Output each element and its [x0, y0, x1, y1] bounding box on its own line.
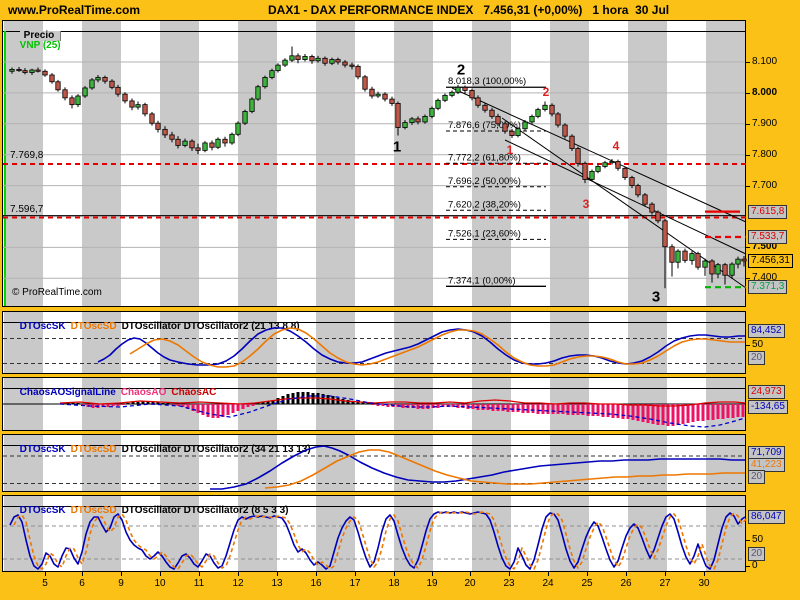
y-axis-tick — [746, 93, 750, 94]
panel-dtosc-21-13-8-8[interactable]: DTOscSK DTOscSD DTOscillator DTOscillator2… — [2, 311, 746, 374]
panel-dtosc-34-21-13-13[interactable]: DTOscSK DTOscSD DTOscillator DTOscillator2… — [2, 434, 746, 492]
current-price-box: 7.456,31 — [748, 254, 793, 268]
y-axis-tick — [746, 155, 750, 156]
panel-header: DTOscSK DTOscSD DTOscillator DTOscillator2… — [3, 312, 745, 332]
x-axis-tick — [626, 572, 627, 576]
y-axis-tick — [746, 124, 750, 125]
y-axis-label[interactable]: 7.400 — [752, 272, 778, 283]
left-axis-green-line — [4, 31, 6, 306]
x-axis-day-label[interactable]: 30 — [698, 578, 710, 589]
panel-axis-tick — [746, 540, 750, 541]
x-axis-day-label[interactable]: 5 — [42, 578, 48, 589]
x-axis-tick — [277, 572, 278, 576]
chaosac-label[interactable]: ChaosAC — [171, 387, 217, 398]
dtoscsd-label[interactable]: DTOscSD — [70, 321, 117, 332]
panel-header: DTOscSK DTOscSD DTOscillator DTOscillator2… — [3, 496, 745, 516]
dtoscsd-label[interactable]: DTOscSD — [70, 444, 117, 455]
panel-axis-label[interactable]: 50 — [752, 534, 764, 545]
title-bar: www.ProRealTime.com DAX1 - DAX PERFORMAN… — [0, 0, 800, 20]
x-axis-tick — [199, 572, 200, 576]
indicator-value-box: 71,709 — [748, 446, 785, 460]
price-label[interactable]: Precio — [19, 31, 62, 41]
x-axis-tick — [121, 572, 122, 576]
x-axis-tick — [394, 572, 395, 576]
y-axis-tick — [746, 62, 750, 63]
dtoscsk-label[interactable]: DTOscSK — [19, 505, 66, 516]
x-axis-tick — [45, 572, 46, 576]
dtoscillator-label[interactable]: DTOscillator DTOscillator2 (21 13 8 8) — [121, 321, 300, 332]
x-axis-tick — [587, 572, 588, 576]
panel-axis-tick — [746, 345, 750, 346]
x-axis-day-label[interactable]: 10 — [154, 578, 166, 589]
indicator-value-box: 20 — [748, 547, 766, 561]
x-axis-tick — [160, 572, 161, 576]
dtoscillator-label[interactable]: DTOscillator DTOscillator2 (8 5 3 3) — [121, 505, 289, 516]
panel-axis-tick — [746, 566, 750, 567]
x-axis-tick — [665, 572, 666, 576]
panel-axis-label[interactable]: 0 — [752, 560, 758, 571]
panel-dtosc-8-5-3-3[interactable]: DTOscSK DTOscSD DTOscillator DTOscillator2… — [2, 495, 746, 572]
x-axis-day-label[interactable]: 19 — [426, 578, 438, 589]
x-axis-day-label[interactable]: 13 — [271, 578, 283, 589]
dtoscsk-label[interactable]: DTOscSK — [19, 444, 66, 455]
x-axis-day-label[interactable]: 26 — [620, 578, 632, 589]
x-axis-tick — [704, 572, 705, 576]
chaosao-label[interactable]: ChaosAO — [120, 387, 167, 398]
indicator-value-box: 41,223 — [748, 458, 785, 472]
x-axis-day-label[interactable]: 6 — [79, 578, 85, 589]
y-axis-tick — [746, 186, 750, 187]
panel-chaos-ao[interactable]: ChaosAOSignalLine ChaosAO ChaosAC — [2, 377, 746, 431]
y-axis-label[interactable]: 7.500 — [752, 241, 778, 252]
x-axis-day-label[interactable]: 9 — [118, 578, 124, 589]
x-axis-day-label[interactable]: 23 — [503, 578, 515, 589]
x-axis-tick — [82, 572, 83, 576]
x-axis-day-label[interactable]: 25 — [581, 578, 593, 589]
panel-axis-label[interactable]: 50 — [752, 339, 764, 350]
y-axis-label[interactable]: 7.900 — [752, 118, 778, 129]
x-axis-tick — [238, 572, 239, 576]
chart-title: DAX1 - DAX PERFORMANCE INDEX 7.456,31 (+… — [268, 3, 670, 17]
x-axis-day-label[interactable]: 24 — [542, 578, 554, 589]
copyright-watermark: © ProRealTime.com — [12, 287, 102, 298]
x-axis-tick — [355, 572, 356, 576]
x-axis-tick — [432, 572, 433, 576]
y-axis-label[interactable]: 8.000 — [752, 87, 778, 98]
dtoscsk-label[interactable]: DTOscSK — [19, 321, 66, 332]
indicator-value-box: 20 — [748, 351, 766, 365]
indicator-value-box: 84,452 — [748, 324, 785, 338]
price-panel[interactable]: Precio VNP (25) © ProRealTime.com — [2, 20, 746, 307]
x-axis-day-label[interactable]: 11 — [193, 578, 205, 589]
x-axis-day-label[interactable]: 27 — [659, 578, 671, 589]
x-axis-day-label[interactable]: 20 — [464, 578, 476, 589]
indicator-value-box: -134,65 — [748, 400, 788, 414]
y-axis-label[interactable]: 7.800 — [752, 149, 778, 160]
x-axis-day-label[interactable]: 17 — [349, 578, 361, 589]
prorealtime-site-link[interactable]: www.ProRealTime.com — [8, 3, 141, 17]
indicator-value-box: 20 — [748, 470, 766, 484]
chaosaosignalline-label[interactable]: ChaosAOSignalLine — [19, 387, 116, 398]
vnp-indicator-label[interactable]: VNP (25) — [19, 40, 61, 51]
price-level-box: 7.533,7 — [748, 230, 788, 244]
x-axis-day-label[interactable]: 16 — [310, 578, 322, 589]
y-axis-label[interactable]: 7.700 — [752, 180, 778, 191]
x-axis-tick — [548, 572, 549, 576]
price-level-box: 7.615,8 — [748, 205, 788, 219]
x-axis-tick — [509, 572, 510, 576]
y-axis-tick — [746, 247, 750, 248]
indicator-value-box: 24,973 — [748, 385, 785, 399]
y-axis-label[interactable]: 8.100 — [752, 56, 778, 67]
x-axis-day-label[interactable]: 12 — [232, 578, 244, 589]
panel-header: DTOscSK DTOscSD DTOscillator DTOscillator2… — [3, 435, 745, 455]
x-axis-tick — [470, 572, 471, 576]
price-panel-header: Precio VNP (25) — [3, 21, 745, 51]
dtoscillator-label[interactable]: DTOscillator DTOscillator2 (34 21 13 13) — [121, 444, 311, 455]
x-axis-tick — [316, 572, 317, 576]
y-axis-tick — [746, 278, 750, 279]
dtoscsd-label[interactable]: DTOscSD — [70, 505, 117, 516]
x-axis-day-label[interactable]: 18 — [388, 578, 400, 589]
price-level-box: 7.371,3 — [748, 280, 788, 294]
indicator-value-box: 86,047 — [748, 510, 785, 524]
panel-header: ChaosAOSignalLine ChaosAO ChaosAC — [3, 378, 745, 398]
